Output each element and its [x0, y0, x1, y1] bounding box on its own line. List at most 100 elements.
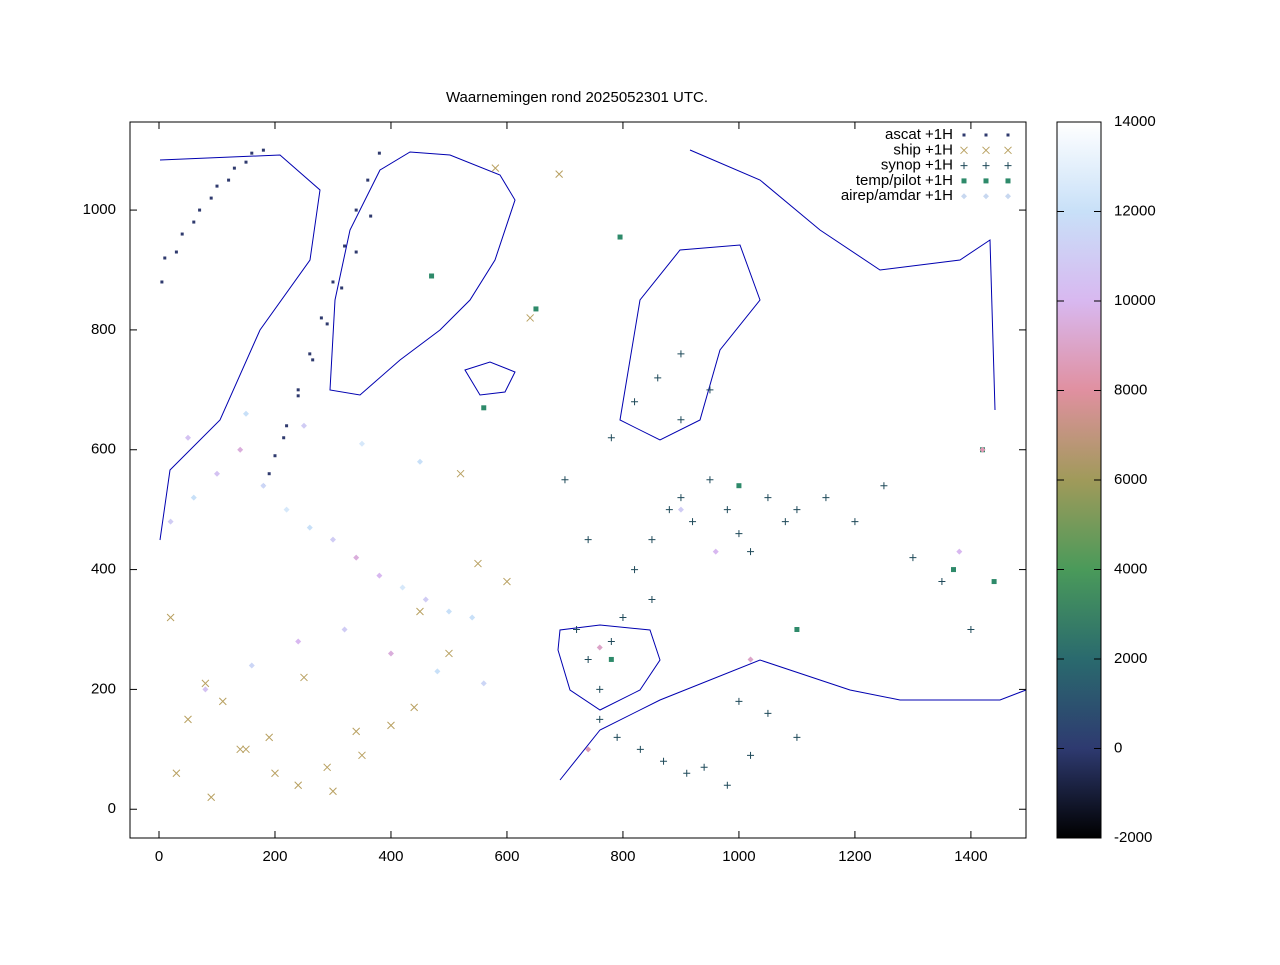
x-tick-label: 400 [378, 848, 403, 865]
point [190, 494, 197, 501]
point [184, 434, 191, 441]
point [938, 578, 946, 586]
point [607, 637, 615, 645]
y-tick-label: 800 [91, 321, 116, 338]
y-tick-label: 1000 [83, 201, 116, 218]
point [358, 751, 366, 760]
point [323, 763, 332, 772]
colorbar-tick-label: 12000 [1114, 202, 1156, 219]
coastline [159, 154, 321, 541]
point [584, 655, 592, 663]
point [282, 436, 286, 440]
point [369, 214, 373, 218]
point [283, 506, 290, 513]
point [596, 685, 604, 693]
point [706, 476, 714, 484]
point [573, 625, 581, 633]
point [474, 559, 482, 568]
point [308, 352, 312, 356]
point [325, 322, 329, 326]
point [747, 656, 754, 663]
colorbar-tick-label: 14000 [1114, 113, 1156, 130]
point [735, 697, 743, 705]
point [296, 394, 300, 398]
point [456, 469, 465, 478]
point [445, 608, 452, 615]
point [167, 518, 174, 525]
point [201, 679, 210, 688]
coastline [557, 624, 661, 711]
point [343, 244, 347, 248]
point [416, 458, 423, 465]
point [353, 554, 360, 561]
point [422, 596, 429, 603]
point [236, 745, 245, 754]
point [723, 781, 731, 789]
point [184, 715, 192, 724]
point [764, 494, 772, 502]
x-tick-label: 600 [494, 848, 519, 865]
point [469, 614, 476, 621]
point [416, 607, 424, 616]
point [880, 482, 888, 490]
legend-label: temp/pilot +1H [856, 172, 953, 189]
legend-label: ascat +1H [885, 126, 953, 143]
legend-symbol [982, 162, 990, 170]
point [648, 596, 656, 604]
series [429, 234, 997, 662]
point [250, 151, 254, 155]
point [352, 727, 361, 736]
point [851, 518, 859, 526]
x-tick-label: 0 [155, 848, 163, 865]
legend-label: airep/amdar +1H [841, 187, 953, 204]
legend-symbol [1005, 178, 1011, 184]
point [619, 614, 627, 622]
point [555, 170, 564, 178]
colorbar-tick-label: 6000 [1114, 471, 1147, 488]
point [700, 763, 708, 771]
point [951, 567, 957, 573]
point [306, 524, 313, 531]
point [956, 548, 963, 555]
legend-symbol [984, 133, 988, 137]
point [163, 256, 167, 260]
point [480, 680, 487, 687]
y-tick-label: 400 [91, 561, 116, 578]
point [481, 405, 487, 411]
point [747, 751, 755, 759]
point [596, 715, 604, 723]
point [366, 178, 370, 182]
point [180, 232, 184, 236]
point [387, 650, 394, 657]
colorbar-tick-label: 2000 [1114, 650, 1147, 667]
coastline [329, 151, 516, 396]
point [735, 530, 743, 538]
point [358, 440, 365, 447]
point [712, 548, 719, 555]
point [429, 273, 435, 279]
point [793, 506, 801, 514]
point [209, 196, 213, 200]
point [613, 733, 621, 741]
point [585, 746, 592, 753]
point [227, 178, 231, 182]
plot-frame [129, 121, 1027, 839]
point [232, 166, 236, 170]
point [202, 686, 209, 693]
x-tick-label: 800 [610, 848, 635, 865]
coastline [464, 361, 516, 396]
coastlines [159, 149, 1027, 781]
point [683, 769, 691, 777]
x-tick-label: 200 [262, 848, 287, 865]
point [648, 536, 656, 544]
point [533, 306, 539, 312]
point [160, 280, 164, 284]
legend-symbol [1004, 146, 1012, 155]
colorbar-tick-label: 0 [1114, 739, 1122, 756]
point [660, 757, 668, 765]
colorbar-tick-label: 8000 [1114, 381, 1147, 398]
point [631, 398, 639, 406]
point [267, 472, 271, 476]
point [909, 554, 917, 562]
